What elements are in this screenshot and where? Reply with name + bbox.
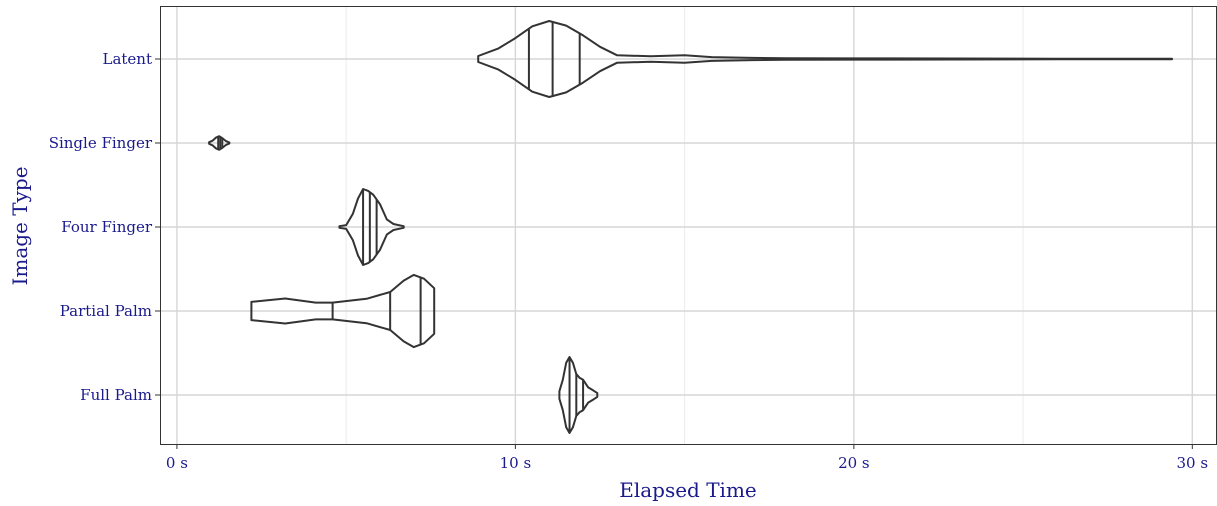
y-axis-title: Image Type — [8, 166, 32, 285]
violin-layer — [208, 20, 1173, 434]
violin-full-palm — [558, 356, 599, 434]
violin-four-finger — [338, 188, 405, 266]
x-tick-label: 0 s — [166, 454, 188, 472]
plot-panel-background — [160, 6, 1216, 444]
x-tick-label: 30 s — [1177, 454, 1209, 472]
violin-single-finger — [208, 135, 231, 151]
violin-partial-palm — [250, 273, 436, 349]
y-tick-label: Latent — [103, 50, 153, 68]
x-axis-title: Elapsed Time — [619, 478, 757, 502]
violin-latent — [477, 20, 1173, 98]
x-tick-label: 10 s — [500, 454, 532, 472]
axis-layer: 0 s 10 s 20 s 30 s Full Palm Partial Palm Four… — [49, 50, 1208, 472]
y-tick-label: Four Finger — [61, 218, 153, 236]
x-tick-label: 20 s — [838, 454, 870, 472]
y-tick-label: Full Palm — [80, 386, 152, 404]
y-tick-label: Partial Palm — [60, 302, 152, 320]
grid-layer — [160, 6, 1216, 444]
y-tick-label: Single Finger — [49, 134, 153, 152]
